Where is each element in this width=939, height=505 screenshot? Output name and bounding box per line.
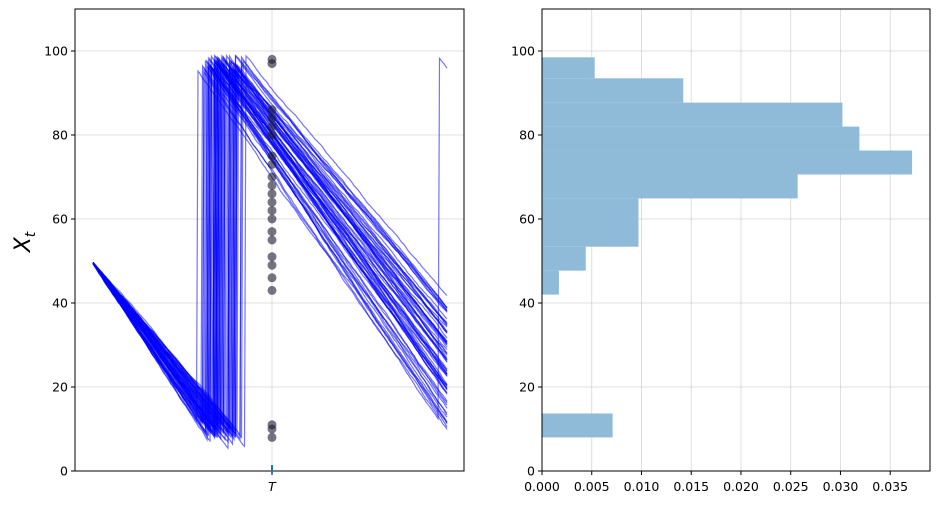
histogram-bar	[542, 270, 559, 295]
terminal-marker	[267, 424, 277, 434]
terminal-marker	[267, 130, 277, 140]
terminal-marker	[267, 189, 277, 199]
histogram-bar	[542, 174, 798, 199]
terminal-marker	[267, 122, 277, 132]
histogram-bar	[542, 102, 843, 127]
terminal-markers	[267, 54, 277, 442]
y-tick-label: 20	[519, 380, 535, 395]
terminal-marker	[267, 227, 277, 237]
terminal-marker	[267, 180, 277, 190]
histogram-bar	[542, 78, 684, 103]
x-tick-label: 0.005	[574, 479, 610, 494]
terminal-marker	[267, 105, 277, 115]
y-tick-label: 40	[519, 296, 535, 311]
x-tick-label: 0.015	[673, 479, 709, 494]
x-tick-label: 0.025	[773, 479, 809, 494]
terminal-marker	[267, 151, 277, 161]
y-tick-label: 100	[44, 44, 68, 59]
y-tick-label: 60	[52, 212, 68, 227]
y-axis-label-main: X	[11, 236, 36, 253]
x-tick-label: T	[268, 479, 277, 494]
terminal-marker	[267, 197, 277, 207]
y-tick-label: 0	[60, 464, 68, 479]
terminal-marker	[267, 273, 277, 283]
terminal-marker	[267, 260, 277, 270]
right-axes-frame	[541, 8, 931, 472]
y-tick-label: 100	[511, 44, 535, 59]
x-tick-label: 0.030	[823, 479, 859, 494]
right-x-ticks: 0.000 0.005 0.010 0.015 0.020 0.025 0.030 0.035	[524, 471, 908, 494]
left-axes-frame	[74, 8, 465, 472]
terminal-marker	[267, 206, 277, 216]
y-tick-label: 60	[519, 212, 535, 227]
terminal-marker	[267, 285, 277, 295]
y-tick-label: 80	[52, 128, 68, 143]
terminal-marker	[267, 113, 277, 123]
terminal-marker	[267, 252, 277, 262]
histogram-bar	[542, 57, 595, 79]
terminal-marker	[267, 432, 277, 442]
left-y-ticks: 0 20 40 60 80 100	[44, 44, 75, 479]
terminal-marker	[267, 159, 277, 169]
terminal-marker	[267, 214, 277, 224]
terminal-marker	[267, 59, 277, 69]
histogram-bar	[542, 413, 613, 438]
x-tick-label: 0.020	[723, 479, 759, 494]
y-tick-label: 40	[52, 296, 68, 311]
y-tick-label: 80	[519, 128, 535, 143]
x-tick-label: 0.035	[872, 479, 908, 494]
histogram-bar	[542, 150, 913, 175]
histogram-bar	[542, 198, 639, 247]
y-tick-label: 0	[527, 464, 535, 479]
y-tick-label: 20	[52, 380, 68, 395]
histogram-bar	[542, 246, 586, 271]
left-x-tick: T	[268, 465, 277, 494]
terminal-marker	[267, 235, 277, 245]
trajectories-panel: 0 20 40 60 80 100 T Xt	[11, 8, 465, 494]
histogram-bar	[542, 126, 860, 151]
x-tick-label: 0.000	[524, 479, 560, 494]
right-y-ticks: 0 20 40 60 80 100	[511, 44, 542, 479]
terminal-marker	[267, 172, 277, 182]
y-axis-label: Xt	[11, 231, 39, 253]
x-tick-label: 0.010	[624, 479, 660, 494]
y-axis-label-sub: t	[23, 231, 39, 237]
histogram-bars	[542, 57, 913, 438]
